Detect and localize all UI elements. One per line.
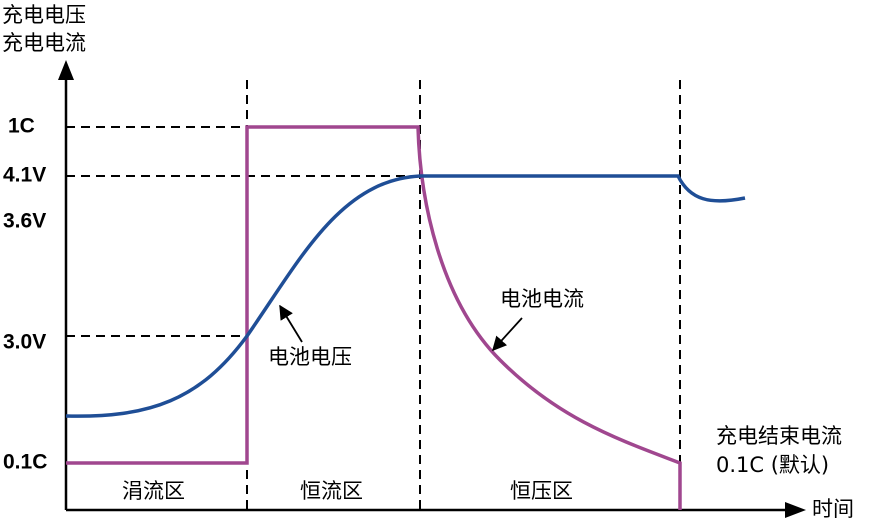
level-label: 1C [8,115,35,138]
voltage-curve [65,174,746,418]
level-label: 3.6V [3,210,46,233]
annotation: 充电结束电流 [716,424,842,448]
y-label: 充电电压 [2,3,86,27]
level-label: 3.0V [3,331,46,354]
region-label: 涓流区 [122,479,185,503]
x-arrow [785,502,806,518]
curve-label: 电池电压 [268,345,352,369]
level-label: 4.1V [3,164,46,187]
annotation: 0.1C (默认) [716,453,829,477]
y-arrow [58,60,74,80]
x-label: 时间 [812,497,854,520]
level-label: 0.1C [3,451,47,474]
y-label: 充电电流 [2,31,86,55]
pointer [492,317,523,352]
pointer [279,304,303,343]
region-label: 恒压区 [510,479,573,503]
region-label: 恒流区 [300,479,363,503]
curve-label: 电池电流 [500,287,584,311]
current-curve [66,125,682,510]
